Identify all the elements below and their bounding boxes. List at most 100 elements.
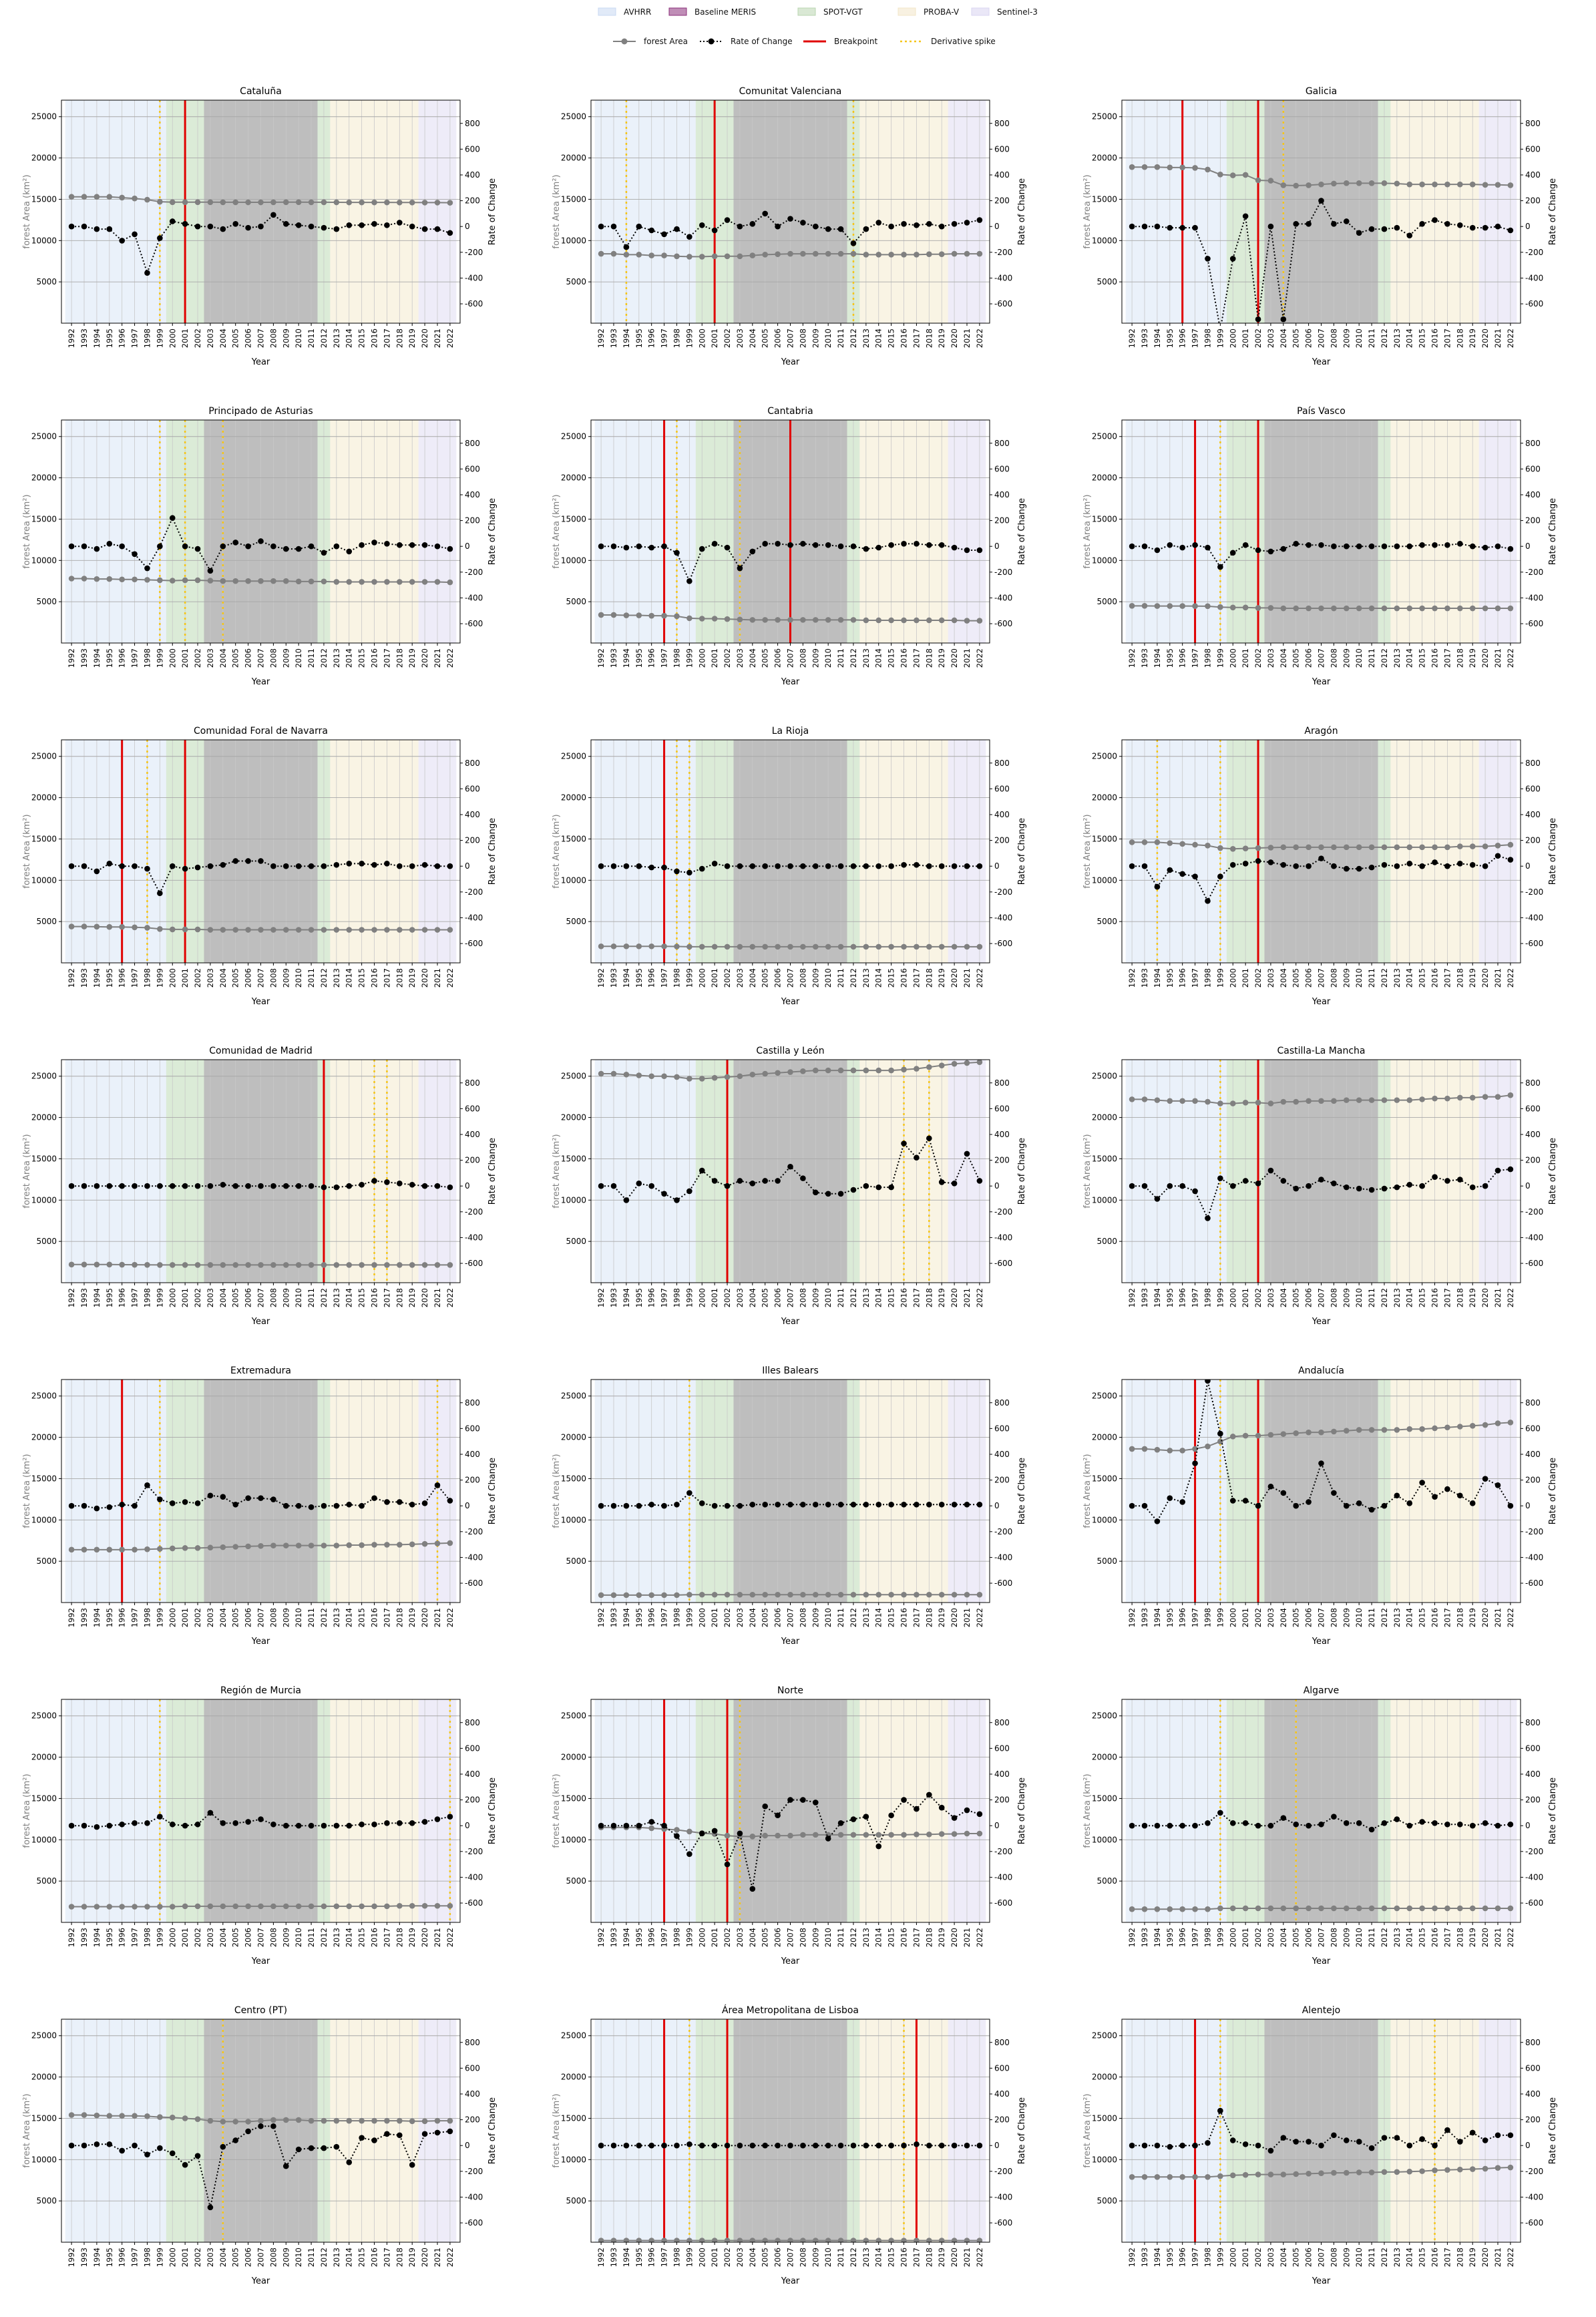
x-tick-label: 2002	[723, 1928, 732, 1947]
y-tick-label: 20000	[561, 154, 586, 163]
x-tick-label: 2022	[1506, 1608, 1515, 1627]
rate-of-change-point	[775, 223, 781, 230]
rate-of-change-point	[119, 1821, 125, 1828]
forest-area-point	[1129, 1096, 1135, 1102]
forest-area-point	[926, 1064, 932, 1070]
forest-area-point	[258, 927, 264, 933]
rate-of-change-point	[964, 220, 970, 226]
rate-of-change-point	[1381, 1502, 1388, 1509]
rate-of-change-point	[270, 1821, 276, 1828]
rate-of-change-point	[1381, 2135, 1388, 2141]
forest-area-point	[1242, 845, 1249, 851]
forest-area-point	[938, 943, 945, 950]
forest-area-point	[68, 194, 75, 200]
x-tick-label: 1998	[1203, 968, 1212, 988]
x-tick-label: 2017	[1442, 648, 1452, 668]
forest-area-point	[1381, 180, 1388, 186]
rate-of-change-point	[1293, 1821, 1300, 1828]
forest-area-point	[68, 923, 75, 929]
x-tick-label: 2006	[244, 329, 253, 348]
x-tick-label: 1998	[142, 968, 152, 988]
rate-of-change-point	[914, 861, 920, 868]
x-tick-label: 2022	[445, 1608, 455, 1627]
forest-area-point	[1293, 1098, 1300, 1105]
rate-of-change-point	[724, 863, 731, 869]
x-tick-label: 2005	[231, 1608, 240, 1627]
forest-area-point	[194, 1903, 201, 1910]
forest-area-point	[812, 250, 819, 257]
forest-area-point	[711, 1591, 718, 1598]
y2-tick-label: 400	[994, 810, 1010, 819]
y-tick-label: 20000	[1092, 793, 1117, 803]
y2-tick-label: 0	[994, 861, 1000, 871]
y-axis-label-left: forest Area (km²)	[22, 174, 32, 248]
forest-area-point	[346, 199, 353, 206]
rate-of-change-point	[837, 1191, 844, 1197]
rate-of-change-point	[359, 861, 365, 867]
x-tick-label: 2011	[836, 329, 845, 348]
rate-of-change-point	[901, 861, 907, 868]
forest-area-point	[1368, 1905, 1375, 1912]
x-tick-label: 2013	[861, 1288, 871, 1307]
rate-of-change-point	[951, 2142, 958, 2149]
x-tick-label: 1993	[79, 1288, 89, 1307]
y2-tick-label: 200	[1525, 1476, 1541, 1485]
forest-area-point	[711, 2238, 718, 2242]
legend-marker	[708, 38, 715, 45]
rate-of-change-point	[1267, 1483, 1274, 1490]
y2-tick-label: 600	[1525, 464, 1541, 473]
x-tick-label: 2014	[1405, 968, 1414, 988]
x-tick-label: 1999	[155, 1288, 164, 1307]
y-axis-label-left: forest Area (km²)	[1082, 494, 1092, 568]
forest-area-point	[333, 1262, 340, 1268]
rate-of-change-point	[1482, 544, 1488, 551]
x-tick-label: 2017	[382, 2248, 391, 2267]
rate-of-change-point	[1444, 542, 1450, 548]
x-tick-label: 2001	[180, 1608, 190, 1627]
rate-of-change-point	[1293, 541, 1300, 547]
y2-tick-label: -600	[465, 2218, 483, 2228]
y-tick-label: 25000	[561, 1392, 586, 1401]
forest-area-point	[1494, 1905, 1501, 1912]
forest-area-point	[837, 1591, 844, 1598]
forest-area-point	[1482, 1422, 1488, 1428]
y2-tick-label: -600	[1525, 299, 1543, 308]
subplot-title: Cataluña	[240, 86, 282, 97]
satellite-band	[65, 100, 166, 323]
subplot-title: Castilla y León	[756, 1046, 824, 1056]
x-tick-label: 2007	[1317, 1288, 1326, 1307]
forest-area-point	[371, 1903, 377, 1910]
forest-area-point	[1167, 164, 1173, 171]
y2-tick-label: -600	[1525, 1259, 1543, 1268]
subplot: Cataluña500010000150002000025000-600-400…	[22, 86, 497, 367]
forest-area-point	[938, 1591, 945, 1598]
forest-area-point	[1331, 2169, 1337, 2176]
rate-of-change-point	[157, 1183, 163, 1189]
x-tick-label: 2005	[1291, 1928, 1301, 1947]
x-tick-label: 1994	[92, 1928, 102, 1947]
forest-area-point	[749, 1591, 756, 1598]
rate-of-change-point	[1293, 1502, 1300, 1509]
y2-tick-label: 600	[1525, 1424, 1541, 1433]
x-tick-label: 1992	[1127, 648, 1137, 668]
rate-of-change-point	[648, 1183, 654, 1189]
rate-of-change-point	[1167, 1495, 1173, 1501]
x-tick-label: 2004	[218, 329, 228, 348]
y-tick-label: 10000	[1092, 1835, 1117, 1844]
rate-of-change-point	[434, 863, 441, 869]
rate-of-change-point	[926, 2142, 932, 2149]
y-tick-label: 20000	[561, 1753, 586, 1762]
x-tick-label: 1996	[647, 648, 656, 668]
rate-of-change-point	[875, 1501, 882, 1508]
forest-area-point	[850, 1067, 857, 1074]
forest-area-point	[800, 1591, 806, 1598]
x-tick-label: 2012	[1380, 968, 1389, 988]
rate-of-change-point	[397, 542, 403, 548]
rate-of-change-point	[863, 226, 869, 232]
forest-area-point	[1343, 1428, 1350, 1434]
rate-of-change-point	[1217, 1430, 1223, 1437]
x-tick-label: 2008	[1329, 968, 1338, 988]
y-tick-label: 25000	[561, 432, 586, 441]
rate-of-change-point	[1419, 1183, 1425, 1189]
rate-of-change-point	[333, 861, 340, 868]
